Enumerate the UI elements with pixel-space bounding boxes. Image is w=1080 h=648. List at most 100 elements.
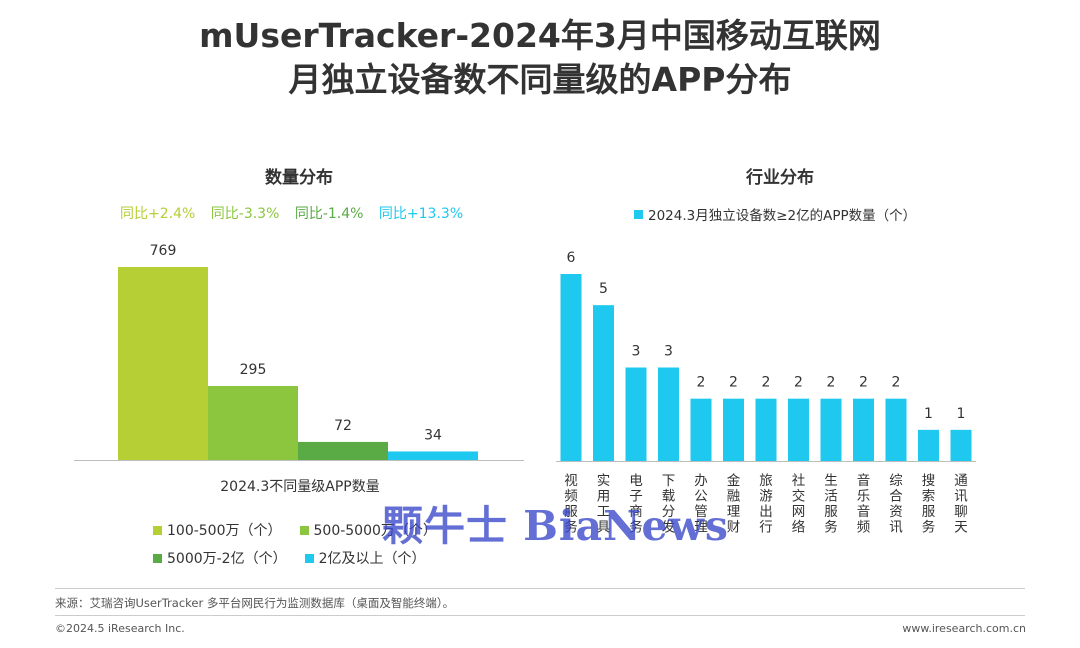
right-bar-2 (593, 305, 614, 461)
right-category-label-11-char-1: 综 (889, 473, 903, 489)
legend-item-5000w-2yi: 5000万-2亿（个） (153, 548, 287, 568)
right-category-label-4-char-4: 发 (662, 520, 676, 536)
left-bar-4 (388, 451, 478, 460)
right-category-label-7-char-1: 旅 (759, 473, 773, 489)
right-bar-value-3: 3 (632, 344, 641, 360)
right-bar-6 (723, 398, 744, 461)
right-bar-12 (918, 429, 939, 461)
right-category-label-6-char-2: 融 (727, 489, 741, 505)
right-bar-11 (885, 398, 907, 461)
right-category-label-11-char-2: 合 (889, 489, 903, 505)
right-category-label-7-char-2: 游 (759, 489, 773, 505)
legend-item-2yi-plus: 2亿及以上（个） (304, 548, 426, 568)
copyright: ©2024.5 iResearch Inc. (55, 622, 185, 635)
yoy-label-1: 同比+2.4% (120, 206, 196, 222)
yoy-row: 同比+2.4% 同比-3.3% 同比-1.4% 同比+13.3% (120, 203, 474, 223)
left-bar-3 (298, 441, 388, 460)
legend-swatch-2 (299, 525, 309, 535)
right-bar-value-7: 2 (762, 375, 771, 391)
yoy-label-4: 同比+13.3% (378, 206, 464, 222)
right-category-label-12-char-2: 索 (922, 489, 936, 505)
right-category-label-12-char-4: 务 (922, 520, 936, 536)
right-bar-value-4: 3 (664, 344, 673, 360)
right-category-label-13-char-3: 聊 (954, 504, 968, 520)
right-bar-value-1: 6 (567, 250, 576, 266)
right-bar-value-8: 2 (794, 375, 803, 391)
right-category-label-5-char-2: 公 (694, 489, 708, 505)
right-category-label-4-char-1: 下 (662, 473, 676, 489)
left-legend: 100-500万（个） 500-5000万（个） 5000万-2亿（个） 2亿及… (153, 516, 437, 572)
right-category-label-9-char-4: 务 (824, 520, 838, 536)
legend-item-500-5000w: 500-5000万（个） (299, 520, 437, 540)
watermark-text: 颗牛士 BiaNews (382, 502, 730, 550)
left-bar-value-2: 295 (240, 362, 267, 378)
right-legend-label: 2024.3月独立设备数≥2亿的APP数量（个） (648, 208, 917, 224)
right-category-label-1-char-1: 视 (564, 473, 578, 489)
right-category-label-12-char-1: 搜 (922, 473, 936, 489)
legend-swatch-3 (153, 553, 162, 563)
right-bar-5 (690, 398, 712, 461)
right-bar-10 (853, 398, 874, 461)
right-category-label-1-char-2: 频 (564, 489, 578, 505)
title-line-2: 月独立设备数不同量级的APP分布 (288, 60, 792, 99)
right-category-label-4-char-3: 分 (662, 504, 676, 520)
right-category-label-12-char-3: 服 (922, 504, 936, 520)
right-category-label-6-char-3: 理 (727, 504, 741, 520)
right-bar-value-12: 1 (924, 406, 933, 422)
source-note: 来源：艾瑞咨询UserTracker 多平台网民行为监测数据库（桌面及智能终端）… (55, 596, 455, 610)
right-category-label-13-char-4: 天 (954, 520, 968, 536)
left-bar-value-1: 769 (150, 243, 177, 259)
right-category-label-7-char-4: 行 (759, 520, 773, 536)
right-category-label-13-char-1: 通 (954, 473, 968, 489)
title-line-1: mUserTracker-2024年3月中国移动互联网 (199, 16, 881, 55)
right-category-label-2-char-2: 用 (597, 489, 611, 505)
right-legend-swatch (634, 209, 643, 219)
footer-divider-top (55, 588, 1025, 589)
right-category-label-3-char-3: 商 (629, 504, 643, 520)
left-panel-title: 数量分布 (265, 168, 333, 188)
yoy-label-3: 同比-1.4% (294, 206, 364, 222)
right-category-label-5-char-4: 理 (694, 520, 708, 536)
right-category-label-1-char-3: 服 (564, 504, 578, 520)
left-bar-value-4: 34 (424, 427, 442, 443)
right-category-label-10-char-1: 音 (857, 472, 871, 489)
right-bar-value-10: 2 (859, 375, 868, 391)
right-panel-title: 行业分布 (746, 168, 814, 188)
right-category-label-8-char-3: 网 (792, 504, 806, 520)
right-category-label-8-char-1: 社 (792, 473, 806, 489)
page-title: mUserTracker-2024年3月中国移动互联网 月独立设备数不同量级的A… (0, 14, 1080, 102)
legend-swatch-1 (153, 525, 162, 535)
right-category-label-2-char-4: 具 (597, 520, 611, 536)
website-link[interactable]: www.iresearch.com.cn (902, 622, 1026, 635)
right-bar-value-2: 5 (599, 281, 608, 297)
right-bar-7 (755, 398, 777, 461)
right-bar-value-9: 2 (827, 375, 836, 391)
right-bar-13 (950, 429, 972, 461)
right-category-label-10-char-4: 频 (857, 520, 871, 536)
left-bar-value-3: 72 (334, 418, 352, 434)
right-category-label-6-char-1: 金 (727, 473, 741, 489)
right-bar-chart: 6视频服务5实用工具3电子商务3下载分发2办公管理2金融理财2旅游出行2社交网络… (556, 250, 976, 536)
right-category-label-2-char-3: 工 (597, 504, 611, 520)
right-category-label-8-char-2: 交 (792, 488, 806, 505)
right-category-label-4-char-2: 载 (662, 489, 676, 505)
right-bar-4 (658, 367, 679, 461)
right-category-label-3-char-2: 子 (629, 489, 643, 505)
right-legend: 2024.3月独立设备数≥2亿的APP数量（个） (634, 204, 916, 224)
legend-label-2: 500-5000万（个） (313, 523, 437, 539)
right-category-label-11-char-3: 资 (889, 504, 903, 520)
right-category-label-3-char-1: 电 (629, 473, 643, 489)
right-bar-value-5: 2 (697, 375, 706, 391)
right-bar-8 (788, 398, 809, 461)
left-chart-caption: 2024.3不同量级APP数量 (220, 479, 380, 495)
legend-label-4: 2亿及以上（个） (318, 551, 426, 567)
right-bar-value-6: 2 (729, 375, 738, 391)
right-category-label-9-char-1: 生 (824, 473, 838, 489)
right-category-label-5-char-3: 管 (694, 504, 708, 520)
legend-swatch-4 (304, 553, 314, 563)
legend-item-100-500w: 100-500万（个） (153, 520, 282, 540)
left-bar-chart: 769 295 72 34 (74, 243, 524, 461)
right-category-label-13-char-2: 讯 (954, 489, 968, 505)
legend-label-1: 100-500万（个） (167, 523, 282, 539)
